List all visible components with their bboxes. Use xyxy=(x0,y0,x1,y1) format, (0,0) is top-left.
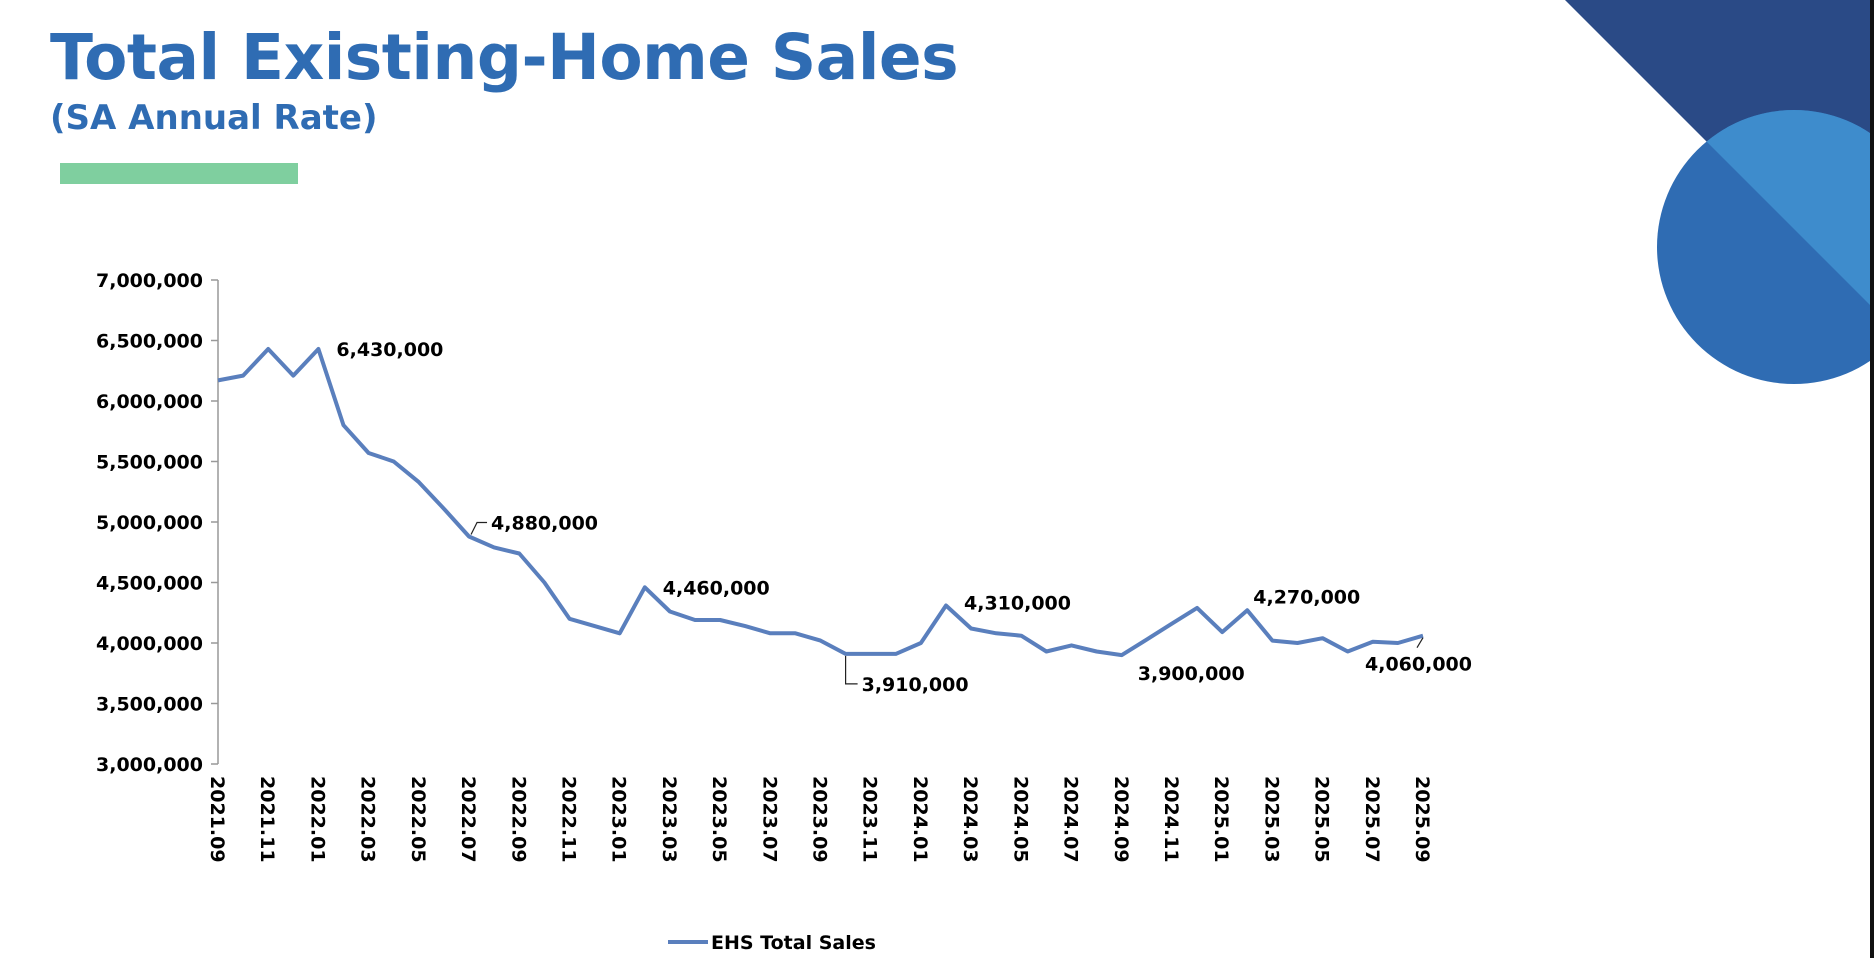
data-label: 4,310,000 xyxy=(964,592,1071,614)
x-tick-label: 2023.07 xyxy=(758,776,780,863)
page-edge xyxy=(1870,0,1874,958)
x-tick-label: 2024.01 xyxy=(909,776,931,863)
x-tick-label: 2025.01 xyxy=(1210,776,1232,863)
x-tick-label: 2022.05 xyxy=(407,776,429,863)
x-tick-label: 2022.03 xyxy=(357,776,379,863)
x-axis: 2021.09 2021.11 2022.01 2022.03 2022.05 2022.… xyxy=(206,776,1433,863)
x-tick-label: 2024.11 xyxy=(1160,776,1182,863)
legend-label: EHS Total Sales xyxy=(711,932,876,954)
x-tick-label: 2021.11 xyxy=(256,776,278,863)
page-title: Total Existing-Home Sales xyxy=(50,21,959,94)
y-tick-label: 5,000,000 xyxy=(96,512,203,534)
data-label: 4,060,000 xyxy=(1365,654,1472,676)
x-tick-label: 2024.07 xyxy=(1060,776,1082,863)
x-tick-label: 2024.09 xyxy=(1110,776,1132,863)
y-tick-label: 3,000,000 xyxy=(96,754,203,776)
y-tick-label: 3,500,000 xyxy=(96,694,203,716)
y-tick-label: 6,500,000 xyxy=(96,331,203,353)
data-label: 4,270,000 xyxy=(1253,586,1360,608)
series-line xyxy=(217,347,1424,658)
x-tick-label: 2025.07 xyxy=(1361,776,1383,863)
x-tick-label: 2023.11 xyxy=(859,776,881,863)
data-label-leader xyxy=(470,521,488,535)
deco-circle-highlight xyxy=(1657,110,1874,309)
y-tick-label: 4,500,000 xyxy=(96,573,203,595)
x-tick-label: 2022.11 xyxy=(557,776,579,863)
x-tick-label: 2025.03 xyxy=(1260,776,1282,863)
accent-bar xyxy=(60,163,298,184)
data-label: 3,900,000 xyxy=(1138,663,1245,685)
x-tick-label: 2022.01 xyxy=(306,776,328,863)
x-tick-label: 2025.09 xyxy=(1411,776,1433,863)
x-tick-label: 2024.05 xyxy=(1009,776,1031,863)
y-tick-label: 7,000,000 xyxy=(96,270,203,292)
y-tick-label: 6,000,000 xyxy=(96,391,203,413)
x-tick-label: 2023.09 xyxy=(809,776,831,863)
x-tick-label: 2023.01 xyxy=(608,776,630,863)
data-label: 6,430,000 xyxy=(336,339,443,361)
data-labels: 6,430,000 4,880,000 4,460,000 3,910,000 4,31… xyxy=(336,339,1472,696)
x-tick-label: 2023.03 xyxy=(658,776,680,863)
data-label-leader xyxy=(845,655,858,685)
data-label: 3,910,000 xyxy=(862,674,969,696)
y-axis: 3,000,000 3,500,000 4,000,000 4,500,000 5,00… xyxy=(96,270,219,776)
y-tick-label: 4,000,000 xyxy=(96,633,203,655)
x-tick-label: 2025.05 xyxy=(1311,776,1333,863)
data-label: 4,880,000 xyxy=(491,513,598,535)
y-tick-label: 5,500,000 xyxy=(96,452,203,474)
x-tick-label: 2024.03 xyxy=(959,776,981,863)
legend: EHS Total Sales xyxy=(668,932,876,954)
data-label-leader xyxy=(1416,637,1424,649)
x-tick-label: 2022.07 xyxy=(457,776,479,863)
x-tick-label: 2021.09 xyxy=(206,776,228,863)
series-group xyxy=(217,347,1424,658)
data-label: 4,460,000 xyxy=(663,577,770,599)
x-tick-label: 2022.09 xyxy=(507,776,529,863)
page-subtitle: (SA Annual Rate) xyxy=(50,98,378,138)
x-tick-label: 2023.05 xyxy=(708,776,730,863)
